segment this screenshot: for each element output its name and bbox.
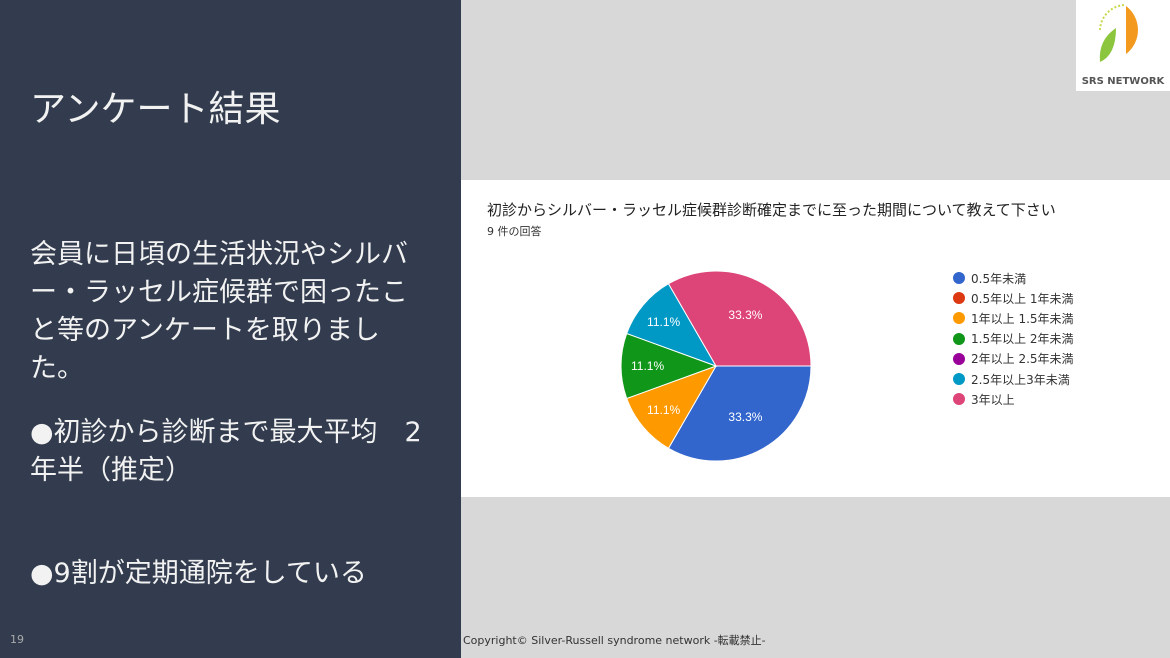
legend-swatch-icon [953,312,965,325]
pie-slice [620,332,718,400]
legend-swatch-icon [953,292,965,305]
slide-title: アンケート結果 [30,89,281,130]
pie-slice [667,365,812,462]
slide-body: 会員に日頃の生活状況やシルバー・ラッセル症候群で困ったこと等のアンケートを取りま… [30,239,408,384]
pie-chart: 33.3% 11.1% 11.1% 11.1% 33.3% [620,270,812,462]
logo-icon [1099,4,1138,62]
legend-swatch-icon [953,352,965,365]
legend-item: 0.5年未満 [953,268,1074,288]
srs-logo: SRS NETWORK [1076,0,1170,91]
bullet-visits: ●9割が定期通院をしている [30,558,367,589]
pie-slice [626,283,718,367]
legend-swatch-icon [953,332,965,345]
legend-item: 1.5年以上 2年未満 [953,329,1074,349]
bullet-diagnosis: ●初診から診断まで最大平均 2年半（推定） [30,417,422,486]
legend-label: 2年以上 2.5年未満 [971,352,1074,367]
pie-slice [626,365,718,449]
legend-label: 1.5年以上 2年未満 [971,332,1074,347]
legend-label: 1年以上 1.5年未満 [971,311,1074,326]
page-number: 19 [10,633,24,646]
legend-swatch-icon [953,373,965,386]
copyright-footer: Copyright© Silver-Russell syndrome netwo… [463,634,766,647]
legend-item: 1年以上 1.5年未満 [953,308,1074,328]
pie-slice [667,270,812,367]
logo-text: SRS NETWORK [1081,76,1165,87]
legend-item: 0.5年以上 1年未満 [953,288,1074,308]
slice-label: 33.3% [728,410,762,424]
slice-label: 11.1% [631,359,664,373]
left-panel: アンケート結果 会員に日頃の生活状況やシルバー・ラッセル症候群で困ったこと等のア… [0,0,461,658]
legend-label: 3年以上 [971,392,1015,407]
legend-item: 3年以上 [953,389,1074,409]
slice-label: 33.3% [728,308,762,322]
legend-label: 0.5年未満 [971,271,1027,286]
legend: 0.5年未満 0.5年以上 1年未満 1年以上 1.5年未満 1.5年以上 2年未満 2… [953,268,1074,409]
legend-label: 0.5年以上 1年未満 [971,291,1074,306]
legend-item: 2年以上 2.5年未満 [953,349,1074,369]
legend-item: 2.5年以上3年未満 [953,369,1074,389]
legend-swatch-icon [953,393,965,406]
legend-swatch-icon [953,272,965,285]
slice-label: 11.1% [647,403,680,417]
response-count: 9 件の回答 [487,225,542,238]
chart-title: 初診からシルバー・ラッセル症候群診断確定までに至った期間について教えて下さい [487,201,1056,219]
legend-label: 2.5年以上3年未満 [971,372,1070,387]
slice-label: 11.1% [647,315,680,329]
chart-card: 初診からシルバー・ラッセル症候群診断確定までに至った期間について教えて下さい 9… [461,180,1170,497]
